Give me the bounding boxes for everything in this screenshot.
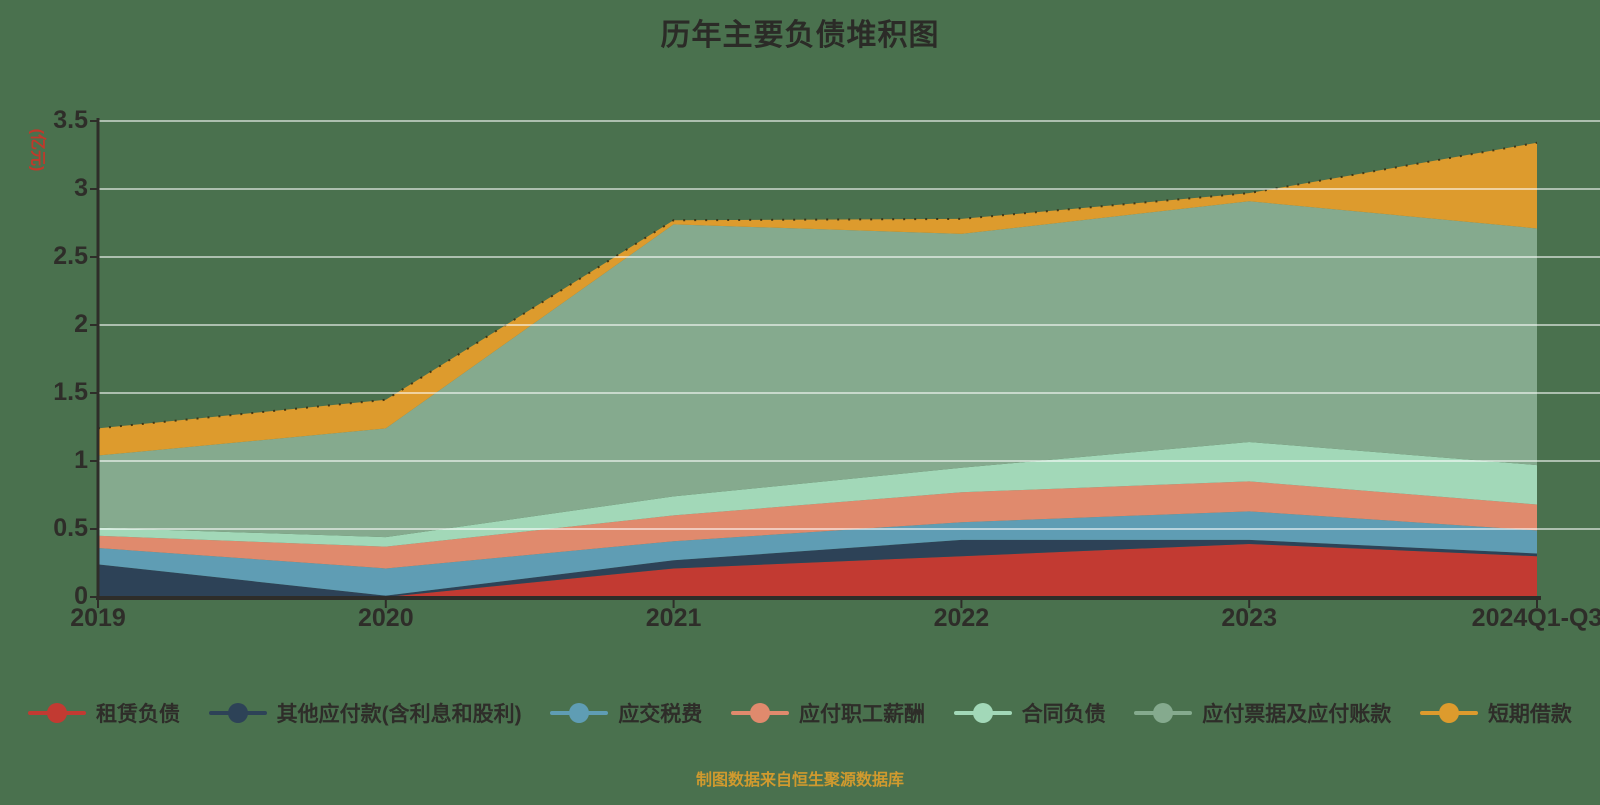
- legend-line-dot-marker: [208, 702, 267, 724]
- y-tick-label-2: 2: [74, 310, 88, 338]
- area-series-3: [98, 481, 1537, 569]
- y-tick-label-3: 3: [74, 174, 88, 202]
- x-tick-label-2019: 2019: [70, 604, 126, 632]
- y-tick-label-0: 0: [74, 582, 88, 610]
- x-tick-label-2024Q1-Q3: 2024Q1-Q3: [1471, 604, 1600, 632]
- legend-line-dot-marker: [953, 702, 1012, 724]
- legend-label: 其他应付款(含利息和股利): [276, 703, 522, 726]
- legend-marker-dot: [749, 703, 770, 723]
- area-series-6: [98, 142, 1537, 456]
- legend-item-5: 应付票据及应付账款: [1134, 698, 1391, 728]
- legend-item-3: 应付职工薪酬: [730, 698, 925, 728]
- y-tick-label-3.5: 3.5: [53, 106, 88, 134]
- area-series-1: [98, 539, 1537, 597]
- legend-line-dot-marker: [550, 702, 609, 724]
- legend-item-0: 租赁负债: [28, 698, 180, 728]
- y-tick-label-1: 1: [74, 446, 88, 474]
- data-source-note: 制图数据来自恒生聚源数据库: [695, 772, 904, 789]
- y-tick-label-2.5: 2.5: [53, 242, 88, 270]
- legend-item-1: 其他应付款(含利息和股利): [208, 698, 522, 728]
- area-series-0: [98, 543, 1537, 597]
- area-series-2: [98, 511, 1537, 596]
- x-tick-label-2022: 2022: [933, 604, 990, 632]
- legend-line-dot-marker: [1419, 702, 1478, 724]
- legend-marker-dot: [569, 703, 590, 723]
- legend-line-dot-marker: [28, 702, 86, 724]
- legend-line-dot-marker: [730, 702, 789, 724]
- legend-marker-dot: [1438, 703, 1459, 723]
- x-tick-label-2023: 2023: [1221, 604, 1277, 632]
- legend-line-dot-marker: [1134, 702, 1193, 724]
- chart-legend: 租赁负债 其他应付款(含利息和股利) 应交税费 应付职工薪酬 合同负债 应付票据及应付账款…: [0, 698, 1600, 728]
- legend-item-4: 合同负债: [953, 698, 1106, 728]
- legend-marker-dot: [1153, 703, 1174, 723]
- x-tick-label-2020: 2020: [357, 604, 414, 632]
- chart-title: 历年主要负债堆积图: [660, 19, 940, 52]
- legend-label: 应付职工薪酬: [798, 703, 925, 726]
- legend-label: 短期借款: [1487, 703, 1572, 726]
- legend-item-2: 应交税费: [550, 698, 702, 728]
- legend-marker-dot: [227, 703, 248, 723]
- legend-marker-dot: [47, 703, 67, 723]
- area-series-5: [98, 201, 1537, 538]
- legend-label: 租赁负债: [96, 703, 180, 726]
- y-tick-label-0.5: 0.5: [53, 514, 88, 542]
- legend-label: 应付票据及应付账款: [1202, 703, 1392, 726]
- legend-item-6: 短期借款: [1419, 698, 1572, 728]
- legend-label: 合同负债: [1021, 703, 1106, 726]
- x-tick-label-2021: 2021: [645, 604, 702, 632]
- legend-marker-dot: [972, 703, 993, 723]
- area-series-4: [98, 441, 1537, 547]
- legend-label: 应交税费: [618, 703, 703, 726]
- y-tick-label-1.5: 1.5: [53, 378, 88, 406]
